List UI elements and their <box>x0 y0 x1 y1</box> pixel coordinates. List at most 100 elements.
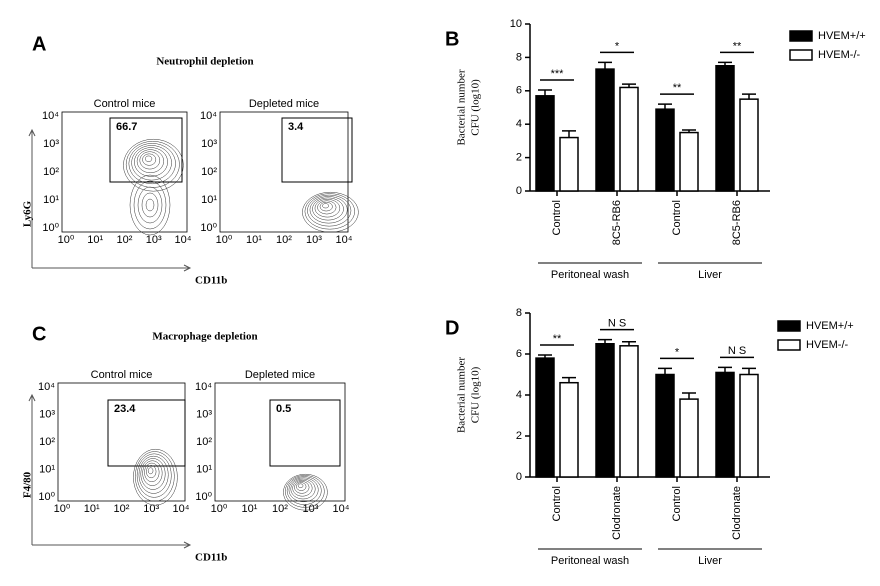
plot-frame <box>214 382 346 502</box>
y-tick-label: 10 <box>510 18 522 30</box>
contour <box>292 479 313 497</box>
gate-value: 3.4 <box>288 121 304 133</box>
y-tick-label: 10³ <box>43 138 59 150</box>
plot-title: Control mice <box>91 369 153 381</box>
contour <box>128 143 176 185</box>
x-tick-label: 10⁴ <box>173 503 190 515</box>
error-bar <box>598 61 612 70</box>
plot-frame <box>61 111 188 233</box>
x-axis-label: CD11b <box>195 275 227 287</box>
y-tick-label: 10¹ <box>196 463 212 475</box>
legend-label: HVEM+/+ <box>818 30 866 42</box>
y-tick-label: 10² <box>39 436 55 448</box>
contour <box>129 174 171 236</box>
panel-title: Macrophage depletion <box>152 331 257 343</box>
contour <box>136 149 164 174</box>
legend-label: HVEM-/- <box>818 49 861 61</box>
contour <box>146 465 157 479</box>
plot-frame <box>57 382 186 502</box>
error-bar <box>718 61 732 66</box>
error-bar <box>622 83 636 88</box>
x-tick-label: 10³ <box>143 503 159 515</box>
x-tick-label: 10⁴ <box>333 503 350 515</box>
contour <box>141 192 159 218</box>
bar <box>715 371 735 478</box>
y-tick-label: 10³ <box>39 408 55 420</box>
contour <box>297 483 304 489</box>
contour <box>304 193 355 230</box>
bar <box>655 108 675 192</box>
x-tick-label: 10⁰ <box>211 503 228 515</box>
bar <box>619 345 639 478</box>
bar <box>715 65 735 192</box>
legend-swatch <box>789 49 813 61</box>
contour <box>288 477 319 503</box>
panel-letter: A <box>32 33 46 55</box>
contour <box>145 155 153 162</box>
x-tick-label: 10³ <box>303 503 319 515</box>
panel-letter: B <box>445 28 459 50</box>
gate <box>269 399 341 467</box>
y-tick-label: 10⁴ <box>42 110 59 122</box>
x-tick-label: 10² <box>272 503 288 515</box>
gate-value: 66.7 <box>116 121 137 133</box>
contour <box>136 453 172 498</box>
contour <box>142 153 157 166</box>
y-tick-label: 10³ <box>196 408 212 420</box>
y-axis-label: CFU (log10) <box>470 366 482 423</box>
y-tick-label: 10⁴ <box>38 381 55 393</box>
contour <box>147 467 154 475</box>
legend-label: HVEM+/+ <box>806 320 854 332</box>
error-bar <box>742 367 756 375</box>
legend-label: HVEM-/- <box>806 339 849 351</box>
error-bar <box>682 392 696 400</box>
error-bar <box>562 376 576 383</box>
legend-swatch <box>777 320 801 332</box>
y-axis-label: Bacterial number <box>456 357 468 433</box>
x-tick-label: 10⁰ <box>216 234 233 246</box>
bar <box>739 373 759 478</box>
bar <box>595 68 615 192</box>
contour <box>290 478 316 500</box>
y-tick-label: 10³ <box>201 138 217 150</box>
y-tick-label: 6 <box>516 85 522 97</box>
y-tick-label: 10¹ <box>201 194 217 206</box>
x-tick-label: 10² <box>117 234 133 246</box>
bar <box>559 381 579 478</box>
significance-label: * <box>675 346 680 358</box>
x-tick-label: Control <box>551 200 563 235</box>
y-tick-label: 8 <box>516 307 522 319</box>
error-bar <box>562 130 576 138</box>
arrow-head <box>183 541 192 549</box>
bar <box>535 95 555 192</box>
gate <box>281 117 353 183</box>
y-tick-label: 10⁴ <box>200 110 217 122</box>
legend-swatch <box>777 339 801 351</box>
contour <box>131 145 172 181</box>
panel-title: Neutrophil depletion <box>156 56 253 68</box>
error-bar <box>718 366 732 373</box>
y-tick-label: 4 <box>516 389 522 401</box>
x-tick-label: 10³ <box>146 234 162 246</box>
contour <box>139 151 161 170</box>
y-tick-label: 2 <box>516 152 522 164</box>
y-tick-label: 10² <box>196 436 212 448</box>
x-tick-label: 10¹ <box>84 503 100 515</box>
y-tick-label: 6 <box>516 348 522 360</box>
plot-title: Depleted mice <box>245 369 315 381</box>
x-tick-label: 10² <box>276 234 292 246</box>
arrow-head <box>183 264 192 272</box>
x-tick-label: 10⁴ <box>175 234 192 246</box>
x-tick-label: 10² <box>114 503 130 515</box>
contour <box>312 197 344 221</box>
group-label: Liver <box>698 269 722 281</box>
y-tick-label: 10² <box>43 166 59 178</box>
contour <box>302 191 359 233</box>
plot-frame <box>219 111 349 233</box>
contour <box>142 460 163 486</box>
bar <box>619 86 639 192</box>
plot-title: Depleted mice <box>249 98 319 110</box>
y-tick-label: 10¹ <box>43 194 59 206</box>
y-tick-label: 8 <box>516 51 522 63</box>
